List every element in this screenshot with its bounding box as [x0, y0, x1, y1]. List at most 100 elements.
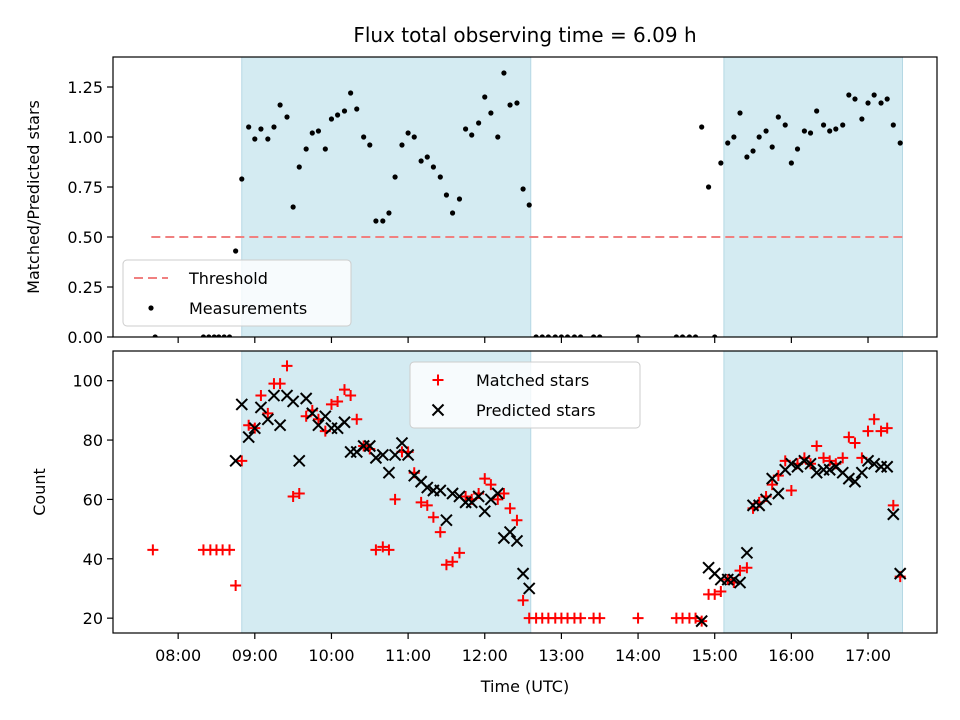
legend: Threshold Measurements	[122, 259, 352, 327]
y-axis-label: Matched/Predicted stars	[24, 100, 43, 294]
shaded-interval	[723, 350, 904, 634]
data-point	[709, 588, 721, 600]
chart-title: Flux total observing time = 6.09 h	[353, 23, 696, 47]
x-tick-label: 13:00	[538, 646, 584, 665]
data-point	[785, 457, 798, 471]
legend: Matched stars Predicted stars	[409, 361, 641, 429]
data-point	[434, 484, 447, 497]
data-point	[712, 334, 718, 337]
data-point	[242, 430, 255, 444]
x-axis-label: Time (UTC)	[480, 677, 569, 696]
data-point	[418, 158, 424, 164]
data-point	[389, 493, 401, 505]
data-point	[673, 334, 679, 337]
data-point	[865, 100, 871, 106]
data-point	[890, 122, 896, 128]
data-point	[887, 508, 900, 521]
data-point	[848, 475, 862, 488]
y-tick-label: 1.00	[67, 128, 103, 147]
data-point	[733, 576, 747, 589]
y-tick-label: 100	[72, 372, 103, 391]
data-point	[456, 196, 463, 202]
data-point	[293, 487, 305, 499]
data-point	[727, 573, 741, 586]
data-point	[315, 128, 322, 134]
data-point	[248, 421, 262, 435]
data-point	[254, 401, 268, 414]
data-point	[775, 114, 781, 120]
data-point	[430, 164, 437, 170]
data-point	[772, 487, 785, 500]
data-point	[296, 164, 302, 170]
data-point	[367, 142, 373, 148]
data-point	[479, 473, 491, 485]
y-tick-label: 0.25	[67, 278, 103, 297]
data-point	[731, 134, 737, 140]
data-point	[881, 422, 893, 434]
data-point	[221, 334, 227, 337]
data-point	[434, 526, 446, 538]
data-point	[265, 136, 271, 142]
data-point	[216, 334, 222, 337]
data-point	[370, 544, 382, 556]
data-point	[325, 398, 337, 410]
data-point	[348, 90, 354, 96]
shaded-interval	[723, 56, 904, 338]
x-tick-label: 14:00	[615, 646, 661, 665]
data-point	[415, 496, 427, 508]
data-point	[382, 466, 396, 479]
data-point	[840, 122, 846, 128]
y-tick-label: 20	[83, 609, 103, 628]
y-tick-label: 0.50	[67, 228, 103, 247]
data-point	[591, 334, 597, 337]
data-point	[818, 452, 830, 464]
x-tick-label: 17:00	[845, 646, 891, 665]
data-point	[284, 114, 290, 120]
data-point	[867, 457, 881, 471]
data-point	[843, 431, 855, 443]
data-point	[271, 124, 277, 130]
data-point	[262, 407, 274, 419]
data-point	[491, 487, 504, 500]
data-point	[511, 514, 523, 526]
data-point	[699, 124, 705, 130]
data-point	[287, 490, 299, 502]
axes-frame	[112, 56, 938, 338]
data-point	[875, 425, 887, 437]
data-point	[765, 472, 779, 485]
axes-frame	[112, 350, 938, 634]
legend-box	[409, 361, 641, 429]
x-tick-label: 11:00	[385, 646, 431, 665]
data-point	[861, 454, 875, 468]
data-point	[897, 140, 903, 146]
data-point	[440, 559, 452, 571]
data-point	[880, 460, 894, 473]
data-point	[766, 479, 778, 491]
data-point	[309, 130, 315, 136]
data-point	[277, 102, 283, 108]
data-point	[744, 154, 750, 160]
data-point	[395, 436, 409, 450]
series-matched-stars	[147, 360, 906, 627]
data-point	[488, 110, 494, 116]
data-point	[679, 334, 686, 337]
data-point	[788, 160, 794, 166]
legend-box	[122, 259, 352, 327]
data-layer	[152, 70, 903, 337]
data-point	[332, 395, 344, 407]
data-point	[338, 416, 351, 429]
data-point	[782, 122, 788, 128]
data-point	[386, 210, 392, 216]
series-measurements	[152, 70, 903, 337]
data-point	[476, 120, 482, 126]
count-panel: 20 40 60 80 100 08:00 09:00 10:00 11:00 12:00 13:0…	[30, 350, 938, 665]
y-tick-label: 0.00	[67, 328, 103, 347]
data-point	[871, 92, 877, 98]
y-tick-label: 60	[83, 490, 103, 509]
data-point	[273, 419, 287, 432]
data-point	[824, 455, 836, 467]
data-point	[239, 176, 245, 182]
data-point	[692, 334, 699, 337]
legend-entry-predicted-stars: Predicted stars	[476, 401, 596, 420]
data-point	[446, 487, 459, 500]
